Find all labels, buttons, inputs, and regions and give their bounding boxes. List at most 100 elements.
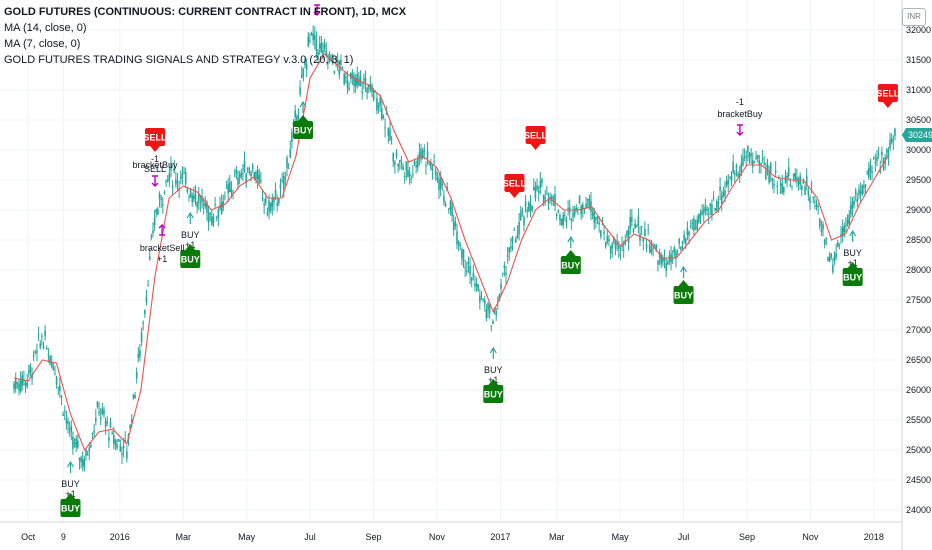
candle-body [88,447,91,452]
candle-body [544,197,547,199]
candle-body [889,140,891,149]
candle-body [655,245,658,252]
candle-body [573,208,576,216]
sell-badge-pointer-icon [530,144,541,150]
candle-body [166,179,169,182]
candle-body [179,176,182,179]
candle-body [869,165,872,172]
candle-body [29,365,32,373]
candle-body [327,61,329,64]
candle-body [438,179,440,190]
grid [0,0,902,522]
candle-body [137,353,140,359]
candle-body [305,64,308,70]
candle-body [631,217,633,222]
candle-body [291,131,293,142]
sell-badge-pointer-icon [882,102,893,108]
candle-body [325,50,328,56]
candle-body [452,222,455,231]
candle-body [550,196,553,201]
candle-body [490,325,493,327]
candle-body [791,185,793,187]
candle-body [585,203,587,208]
candle-body [271,198,274,207]
candle-body [400,159,403,161]
y-tick-label: 32000 [906,25,931,35]
candle-body [132,394,135,399]
sell-badge-pointer-icon [150,146,161,152]
candle-body [336,60,339,62]
candle-body [278,198,280,204]
candle-body [835,252,837,258]
candle-body [786,175,788,179]
candle-body [49,355,51,365]
candle-body [747,146,749,153]
x-tick-label: Sep [739,532,755,542]
candle-body [666,261,669,265]
x-tick-labels: Oct 9 2016 Mar May Jul Sep Nov 2017 Mar May Jul Sep N… [21,532,884,542]
candle-body [202,203,205,206]
bracket-marker-icon [313,4,321,16]
candle-body [121,453,123,455]
candle-body [19,380,22,393]
candle-body [518,221,520,235]
candle-body [848,214,850,224]
candle-body [351,73,354,79]
candle-body [717,202,720,204]
candle-body [175,179,177,185]
candle-body [724,190,726,196]
chart-title: GOLD FUTURES (CONTINUOUS: CURRENT CONTRA… [4,6,407,18]
candle-body [230,189,233,193]
candle-body [792,173,795,177]
candle-body [416,158,419,168]
candle-body [647,229,649,231]
candle-body [542,194,545,204]
candle-body [242,173,244,175]
legend-ma14[interactable]: MA (14, close, 0) [4,22,87,34]
candle-body [86,453,89,456]
candle-body [787,167,790,177]
candle-body [725,181,728,186]
candle-body [361,91,363,94]
buy-badge [180,250,201,268]
candle-body [297,115,300,118]
sell-badge [504,174,525,192]
candle-body [516,234,519,238]
candle-body [376,98,378,111]
candle-body [877,154,880,156]
candle-body [407,169,409,178]
candle-body [853,200,855,205]
candle-body [80,457,82,463]
legend-strategy[interactable]: GOLD FUTURES TRADING SIGNALS AND STRATEG… [4,54,354,66]
buy-badge-pointer-icon [678,280,689,286]
candle-body [57,387,60,389]
candle-body [794,173,797,180]
candle-body [653,244,656,246]
candle-body [778,177,780,179]
candle-body [802,179,805,184]
last-price-badge [902,128,932,143]
candle-body [833,255,836,262]
candle-body [560,218,563,225]
candle-body [45,348,48,350]
candle-body [14,378,17,389]
candle-body [662,257,664,263]
x-tick-label: Mar [175,532,191,542]
legend-ma7[interactable]: MA (7, close, 0) [4,38,81,50]
y-tick-label: 25000 [906,445,931,455]
candle-body [822,224,824,230]
candle-body [430,162,432,169]
currency-badge[interactable]: INR [902,8,926,26]
candle-body [740,163,743,174]
candle-body [168,173,171,181]
candle-body [477,284,480,291]
candle-body [304,60,306,66]
candle-body [796,177,798,181]
candle-body [652,247,654,249]
candle-body [621,244,623,248]
candle-body [95,418,97,422]
y-tick-label: 31000 [906,85,931,95]
buy-badge [483,385,504,403]
